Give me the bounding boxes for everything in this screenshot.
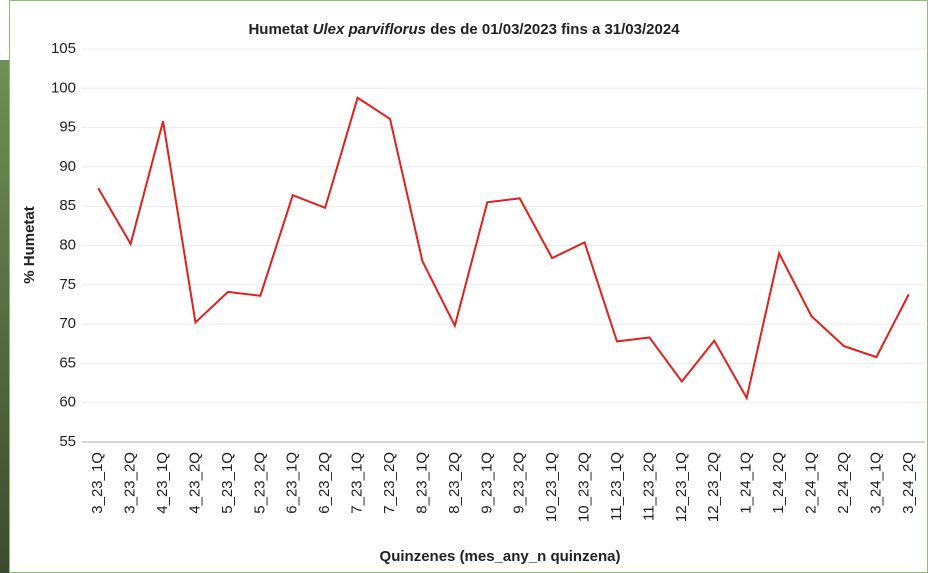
y-tick-label: 55 xyxy=(59,433,76,450)
title-prefix: Humetat xyxy=(248,21,308,38)
y-axis-title: % Humetat xyxy=(21,206,38,284)
x-tick-label: 7_23_2Q xyxy=(381,452,398,514)
x-tick-label: 10_23_2Q xyxy=(576,452,593,522)
x-tick-label: 9_23_2Q xyxy=(511,452,528,514)
y-tick-label: 80 xyxy=(59,236,76,253)
y-tick-label: 60 xyxy=(59,394,76,411)
x-tick-label: 1_24_1Q xyxy=(738,452,755,514)
x-tick-label: 3_23_2Q xyxy=(122,452,139,514)
x-tick-label: 9_23_1Q xyxy=(478,452,495,514)
photo-edge xyxy=(0,60,9,573)
x-tick-label: 6_23_1Q xyxy=(284,452,301,514)
x-tick-label: 4_23_2Q xyxy=(186,452,203,514)
x-tick-label: 8_23_2Q xyxy=(446,452,463,514)
title-species: Ulex parviflorus xyxy=(313,21,426,38)
x-tick-label: 2_24_1Q xyxy=(802,452,819,514)
x-tick-label: 2_24_2Q xyxy=(835,452,852,514)
x-tick-label: 4_23_1Q xyxy=(154,452,171,514)
x-tick-label: 10_23_1Q xyxy=(543,452,560,522)
x-tick-label: 3_23_1Q xyxy=(89,452,106,514)
y-tick-label: 85 xyxy=(59,197,76,214)
x-tick-label: 11_23_2Q xyxy=(640,452,657,521)
x-axis-title: Quinzenes (mes_any_n quinzena) xyxy=(380,548,621,565)
x-tick-label: 12_23_2Q xyxy=(705,452,722,522)
y-tick-label: 90 xyxy=(59,158,76,175)
y-tick-label: 75 xyxy=(59,276,76,293)
x-tick-label: 3_24_1Q xyxy=(867,452,884,514)
x-tick-label: 8_23_1Q xyxy=(413,452,430,514)
x-tick-label: 5_23_2Q xyxy=(251,452,268,514)
y-tick-label: 105 xyxy=(51,40,76,57)
y-tick-label: 95 xyxy=(59,119,76,136)
x-tick-label: 1_24_2Q xyxy=(770,452,787,514)
x-tick-label: 6_23_2Q xyxy=(316,452,333,514)
data-line xyxy=(97,96,910,401)
x-tick-label: 5_23_1Q xyxy=(219,452,236,514)
x-tick-label: 3_24_2Q xyxy=(900,452,917,514)
y-tick-label: 65 xyxy=(59,354,76,371)
y-tick-label: 70 xyxy=(59,315,76,332)
x-tick-label: 12_23_1Q xyxy=(673,452,690,522)
title-suffix: des de 01/03/2023 fins a 31/03/2024 xyxy=(430,21,680,38)
x-tick-label: 11_23_1Q xyxy=(608,452,625,521)
x-tick-label: 7_23_1Q xyxy=(349,452,366,514)
chart-title: Humetat Ulex parviflorus des de 01/03/20… xyxy=(248,21,680,38)
y-tick-label: 100 xyxy=(51,79,76,96)
